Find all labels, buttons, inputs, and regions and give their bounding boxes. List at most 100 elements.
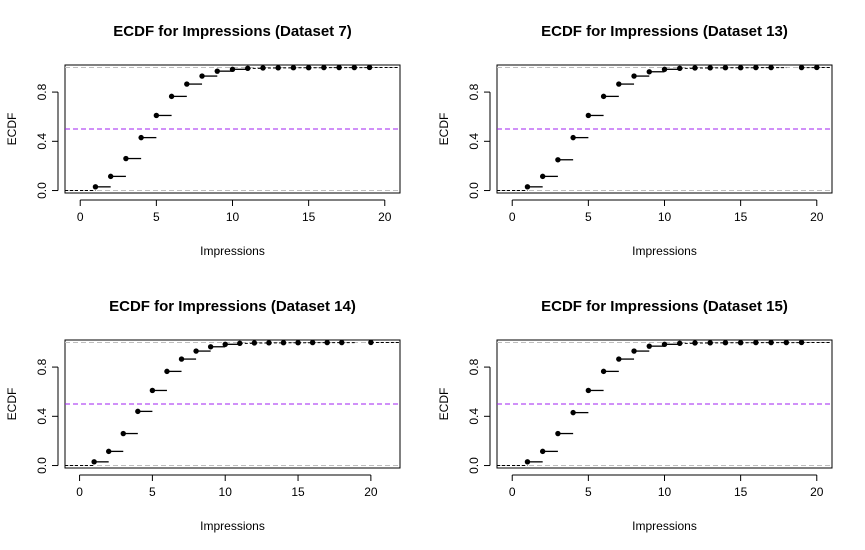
ecdf-panel-1: ECDF for Impressions (Dataset 7) 0 5 10 15 20… bbox=[5, 23, 401, 258]
ecdf-point bbox=[616, 356, 622, 362]
ecdf-point bbox=[107, 173, 114, 180]
ecdf-point bbox=[692, 65, 698, 71]
ecdf-point bbox=[120, 430, 126, 437]
y-tick-label: 0.4 bbox=[467, 133, 481, 150]
x-axis-title: Impressions bbox=[632, 519, 697, 533]
ecdf-point bbox=[798, 64, 805, 71]
ecdf-point bbox=[260, 65, 266, 71]
ecdf-point bbox=[123, 155, 129, 162]
ecdf-point bbox=[539, 173, 546, 180]
ecdf-point bbox=[798, 339, 805, 346]
x-axis-title: Impressions bbox=[200, 519, 265, 533]
ecdf-point bbox=[368, 339, 374, 346]
ecdf-point bbox=[184, 81, 190, 87]
ecdf-point bbox=[737, 340, 744, 346]
ecdf-point bbox=[222, 341, 228, 348]
x-tick-label: 20 bbox=[810, 210, 824, 224]
ecdf-point bbox=[290, 65, 297, 71]
ecdf-point bbox=[585, 387, 592, 394]
ecdf-point bbox=[237, 340, 243, 347]
panel-title: ECDF for Impressions (Dataset 7) bbox=[113, 23, 351, 40]
x-tick-label: 5 bbox=[153, 210, 160, 224]
ecdf-point bbox=[153, 112, 160, 119]
y-tick-label: 0.8 bbox=[467, 83, 481, 100]
ecdf-point bbox=[555, 430, 561, 437]
ecdf-point bbox=[661, 341, 668, 348]
panel-title: ECDF for Impressions (Dataset 14) bbox=[109, 298, 356, 315]
ecdf-point bbox=[324, 339, 330, 346]
ecdf-point bbox=[138, 134, 144, 141]
ecdf-point bbox=[178, 356, 185, 362]
ecdf-point bbox=[570, 134, 576, 141]
ecdf-point bbox=[214, 68, 220, 74]
x-tick-label: 0 bbox=[77, 210, 84, 224]
y-axis-title: ECDF bbox=[437, 113, 451, 146]
ecdf-point bbox=[149, 387, 156, 394]
ecdf-point bbox=[661, 66, 668, 73]
x-tick-label: 5 bbox=[585, 210, 592, 224]
y-tick-label: 0.0 bbox=[35, 182, 49, 199]
x-tick-label: 10 bbox=[226, 210, 240, 224]
ecdf-point bbox=[707, 340, 713, 346]
y-tick-label: 0.0 bbox=[35, 457, 49, 474]
ecdf-point bbox=[229, 66, 236, 73]
ecdf-point bbox=[135, 408, 141, 415]
ecdf-point bbox=[321, 64, 327, 71]
x-tick-label: 20 bbox=[378, 210, 392, 224]
y-tick-label: 0.4 bbox=[35, 408, 49, 425]
y-axis-title: ECDF bbox=[5, 113, 19, 146]
x-tick-label: 20 bbox=[364, 485, 378, 499]
ecdf-point bbox=[722, 340, 729, 346]
ecdf-point bbox=[722, 65, 729, 71]
x-tick-label: 10 bbox=[219, 485, 233, 499]
y-tick-label: 0.8 bbox=[35, 83, 49, 100]
x-tick-label: 0 bbox=[509, 485, 516, 499]
x-tick-label: 0 bbox=[509, 210, 516, 224]
ecdf-point bbox=[351, 64, 358, 71]
ecdf-point bbox=[309, 339, 316, 346]
ecdf-point bbox=[585, 112, 592, 119]
ecdf-point bbox=[753, 64, 759, 71]
ecdf-point bbox=[524, 184, 531, 190]
x-tick-label: 10 bbox=[658, 485, 672, 499]
ecdf-point bbox=[92, 184, 99, 190]
ecdf-point bbox=[631, 348, 637, 354]
ecdf-point bbox=[707, 65, 713, 71]
ecdf-point bbox=[631, 73, 637, 79]
x-tick-label: 15 bbox=[734, 210, 748, 224]
ecdf-point bbox=[275, 65, 281, 71]
ecdf-point bbox=[91, 459, 97, 465]
x-tick-label: 20 bbox=[810, 485, 824, 499]
x-tick-label: 5 bbox=[585, 485, 592, 499]
ecdf-panel-2: ECDF for Impressions (Dataset 13) 0 5 10 15 2… bbox=[437, 23, 833, 258]
ecdf-point bbox=[616, 81, 622, 87]
ecdf-point bbox=[570, 409, 576, 416]
ecdf-point bbox=[555, 157, 561, 163]
ecdf-point bbox=[295, 340, 301, 346]
ecdf-point bbox=[677, 65, 683, 72]
y-axis-title: ECDF bbox=[437, 388, 451, 421]
x-tick-label: 5 bbox=[149, 485, 156, 499]
ecdf-point bbox=[677, 340, 683, 347]
ecdf-point bbox=[646, 343, 652, 349]
ecdf-point bbox=[600, 93, 607, 100]
x-tick-label: 0 bbox=[76, 485, 83, 499]
ecdf-point bbox=[280, 340, 287, 346]
ecdf-point bbox=[251, 340, 258, 346]
x-tick-label: 15 bbox=[291, 485, 305, 499]
y-tick-label: 0.0 bbox=[467, 457, 481, 474]
y-tick-label: 0.8 bbox=[35, 358, 49, 375]
ecdf-point bbox=[692, 340, 698, 346]
ecdf-point bbox=[207, 344, 214, 350]
y-axis-title: ECDF bbox=[5, 388, 19, 421]
ecdf-point bbox=[783, 339, 790, 346]
ecdf-point bbox=[737, 65, 744, 71]
y-tick-label: 0.4 bbox=[467, 408, 481, 425]
ecdf-point bbox=[539, 448, 546, 455]
ecdf-point bbox=[245, 65, 251, 72]
ecdf-point bbox=[266, 340, 272, 346]
y-tick-label: 0.0 bbox=[467, 182, 481, 199]
x-axis-title: Impressions bbox=[632, 244, 697, 258]
